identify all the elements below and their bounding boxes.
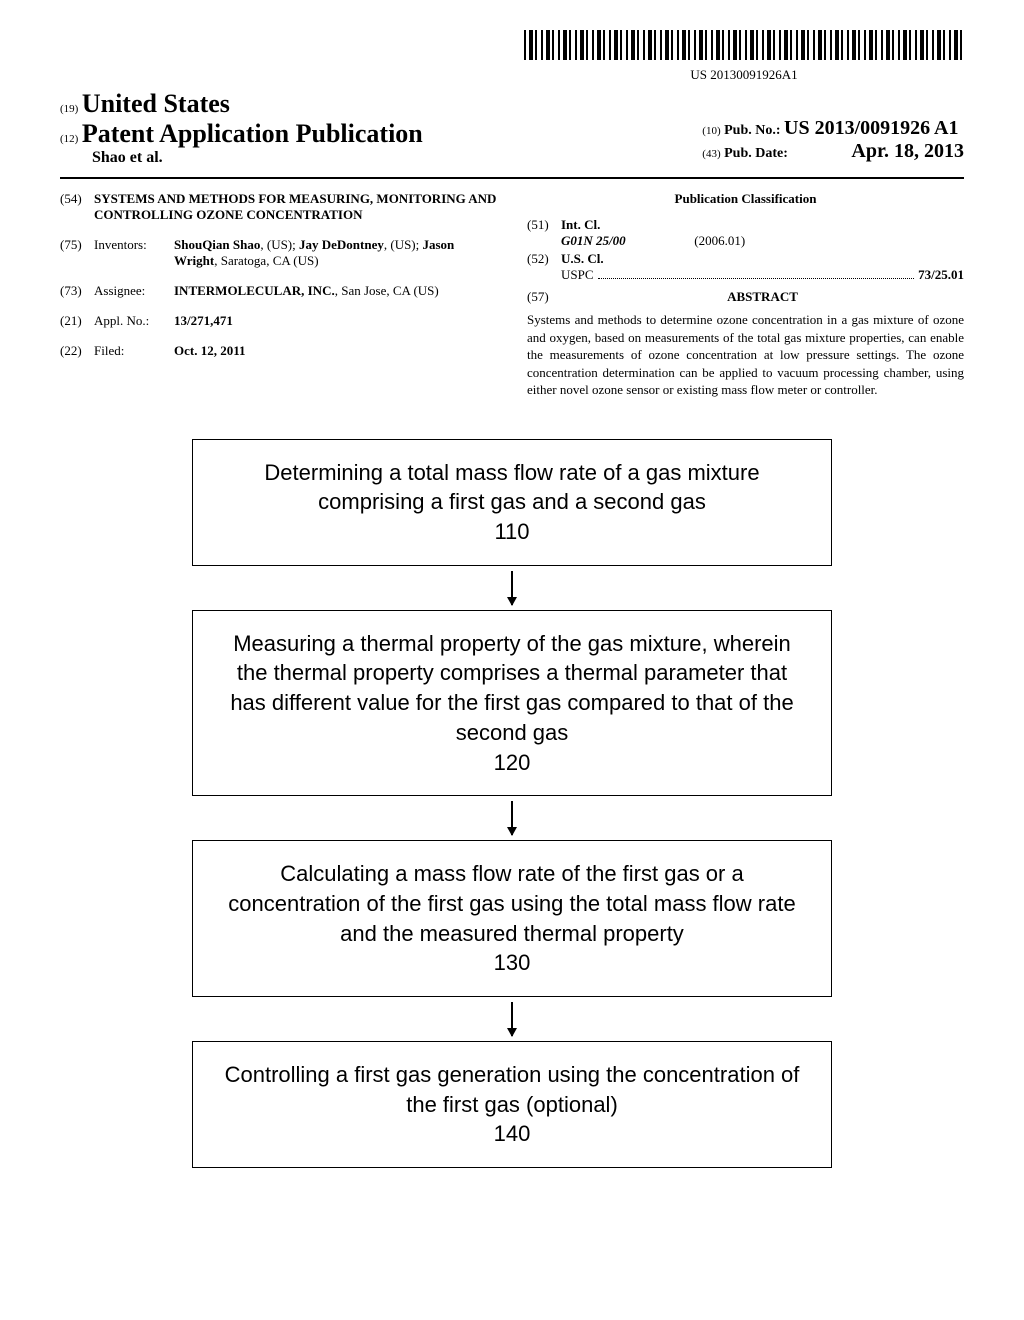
divider bbox=[60, 177, 964, 179]
header-right: (10) Pub. No.: US 2013/0091926 A1 (43) P… bbox=[702, 117, 964, 163]
assignee-name: INTERMOLECULAR, INC. bbox=[174, 283, 335, 298]
flow-box-2-num: 120 bbox=[494, 750, 531, 775]
applno: 13/271,471 bbox=[174, 313, 497, 329]
flow-box-3: Calculating a mass flow rate of the firs… bbox=[192, 840, 832, 997]
header-left: (19) United States (12) Patent Applicati… bbox=[60, 89, 423, 167]
authors: Shao et al. bbox=[92, 149, 423, 167]
inid-19: (19) bbox=[60, 103, 78, 115]
inventors-label: Inventors: bbox=[94, 237, 174, 253]
pubdate-label: Pub. Date: bbox=[724, 146, 788, 161]
inid-10: (10) bbox=[702, 125, 720, 137]
assignee-loc: , San Jose, CA (US) bbox=[335, 283, 439, 298]
barcode-number: US 20130091926A1 bbox=[524, 67, 964, 83]
flow-box-4-text: Controlling a first gas generation using… bbox=[225, 1062, 800, 1117]
inv2-loc: , (US); bbox=[384, 237, 423, 252]
assignee: INTERMOLECULAR, INC., San Jose, CA (US) bbox=[174, 283, 497, 299]
pubno: US 2013/0091926 A1 bbox=[784, 117, 958, 139]
uspc-code: 73/25.01 bbox=[918, 267, 964, 283]
barcode: US 20130091926A1 bbox=[524, 30, 964, 83]
inventors: ShouQian Shao, (US); Jay DeDontney, (US)… bbox=[174, 237, 497, 269]
inid-51: (51) bbox=[527, 217, 561, 233]
barcode-area: US 20130091926A1 bbox=[60, 30, 964, 84]
flow-box-4-num: 140 bbox=[494, 1121, 531, 1146]
flow-box-1-text: Determining a total mass flow rate of a … bbox=[264, 460, 759, 515]
inv3-loc: , Saratoga, CA (US) bbox=[214, 253, 318, 268]
country: United States bbox=[82, 89, 230, 118]
intcl-code: G01N 25/00 bbox=[561, 233, 691, 249]
biblio-left: (54) SYSTEMS AND METHODS FOR MEASURING, … bbox=[60, 191, 497, 399]
flow-box-3-text: Calculating a mass flow rate of the firs… bbox=[228, 861, 795, 945]
field-22: (22) Filed: Oct. 12, 2011 bbox=[60, 343, 497, 359]
flow-box-1: Determining a total mass flow rate of a … bbox=[192, 439, 832, 566]
assignee-label: Assignee: bbox=[94, 283, 174, 299]
flow-box-4: Controlling a first gas generation using… bbox=[192, 1041, 832, 1168]
pubdate-line: (43) Pub. Date: Apr. 18, 2013 bbox=[702, 140, 964, 163]
abstract-text: Systems and methods to determine ozone c… bbox=[527, 311, 964, 399]
field-57: (57) ABSTRACT Systems and methods to det… bbox=[527, 289, 964, 399]
inid-12: (12) bbox=[60, 133, 78, 145]
filed-date: Oct. 12, 2011 bbox=[174, 343, 497, 359]
inventor-2: Jay DeDontney bbox=[299, 237, 384, 252]
inid-52: (52) bbox=[527, 251, 561, 267]
flowchart: Determining a total mass flow rate of a … bbox=[60, 439, 964, 1168]
intcl-label: Int. Cl. bbox=[561, 217, 964, 233]
uspc-dots bbox=[598, 278, 915, 279]
classification-header: Publication Classification bbox=[527, 191, 964, 207]
flow-box-1-num: 110 bbox=[494, 519, 529, 544]
biblio-right: Publication Classification (51) Int. Cl.… bbox=[527, 191, 964, 399]
intcl: Int. Cl. G01N 25/00 (2006.01) bbox=[561, 217, 964, 249]
flow-arrow-1 bbox=[511, 566, 513, 610]
inid-54: (54) bbox=[60, 191, 94, 207]
pubtype-line: (12) Patent Application Publication bbox=[60, 119, 423, 149]
inid-73: (73) bbox=[60, 283, 94, 299]
title: SYSTEMS AND METHODS FOR MEASURING, MONIT… bbox=[94, 191, 497, 223]
pubno-label: Pub. No.: bbox=[724, 123, 780, 138]
header: (10) Pub. No.: US 2013/0091926 A1 (43) P… bbox=[60, 89, 964, 167]
inid-22: (22) bbox=[60, 343, 94, 359]
intcl-year: (2006.01) bbox=[694, 233, 745, 248]
country-line: (19) United States bbox=[60, 89, 423, 119]
pub-type: Patent Application Publication bbox=[82, 119, 423, 148]
field-54: (54) SYSTEMS AND METHODS FOR MEASURING, … bbox=[60, 191, 497, 223]
uspc-line: USPC 73/25.01 bbox=[561, 267, 964, 283]
uscl: U.S. Cl. USPC 73/25.01 bbox=[561, 251, 964, 283]
applno-label: Appl. No.: bbox=[94, 313, 174, 329]
uscl-label: U.S. Cl. bbox=[561, 251, 964, 267]
field-75: (75) Inventors: ShouQian Shao, (US); Jay… bbox=[60, 237, 497, 269]
field-73: (73) Assignee: INTERMOLECULAR, INC., San… bbox=[60, 283, 497, 299]
inid-57: (57) bbox=[527, 289, 561, 305]
pubno-line: (10) Pub. No.: US 2013/0091926 A1 bbox=[702, 117, 964, 140]
biblio: (54) SYSTEMS AND METHODS FOR MEASURING, … bbox=[60, 191, 964, 399]
inv1-loc: , (US); bbox=[260, 237, 299, 252]
inid-21: (21) bbox=[60, 313, 94, 329]
flow-box-3-num: 130 bbox=[494, 950, 531, 975]
flow-arrow-2 bbox=[511, 796, 513, 840]
filed-label: Filed: bbox=[94, 343, 174, 359]
flow-arrow-3 bbox=[511, 997, 513, 1041]
field-52: (52) U.S. Cl. USPC 73/25.01 bbox=[527, 251, 964, 283]
abstract-header: ABSTRACT bbox=[561, 289, 964, 305]
field-21: (21) Appl. No.: 13/271,471 bbox=[60, 313, 497, 329]
inid-43: (43) bbox=[702, 148, 720, 160]
inventor-1: ShouQian Shao bbox=[174, 237, 260, 252]
field-51: (51) Int. Cl. G01N 25/00 (2006.01) bbox=[527, 217, 964, 249]
barcode-lines bbox=[524, 30, 964, 60]
intcl-code-row: G01N 25/00 (2006.01) bbox=[561, 233, 964, 249]
inid-75: (75) bbox=[60, 237, 94, 253]
pubdate: Apr. 18, 2013 bbox=[851, 140, 964, 162]
flow-box-2-text: Measuring a thermal property of the gas … bbox=[230, 631, 793, 745]
flow-box-2: Measuring a thermal property of the gas … bbox=[192, 610, 832, 796]
uspc-label: USPC bbox=[561, 267, 594, 283]
